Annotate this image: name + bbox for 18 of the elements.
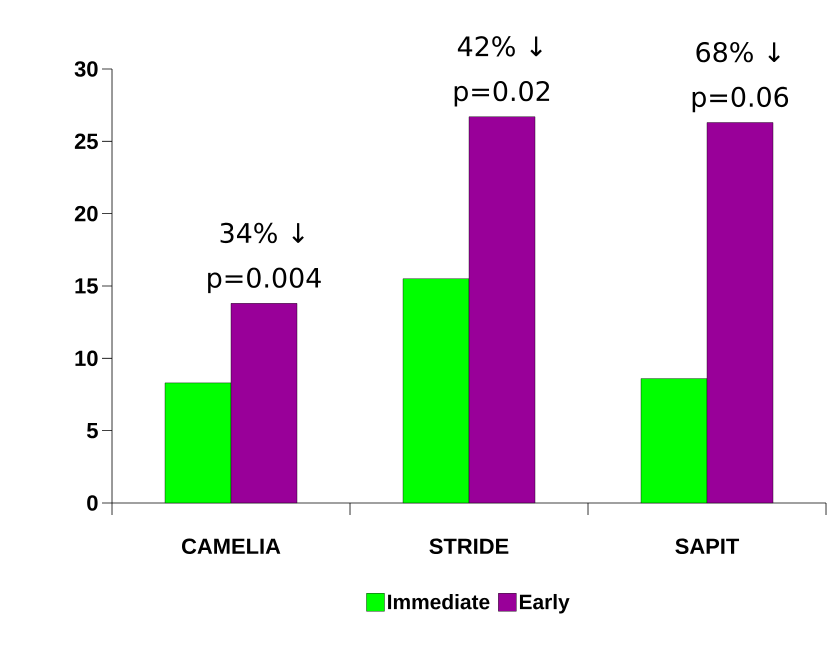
y-tick-label: 25 [74, 134, 98, 150]
legend-label: Early [520, 594, 570, 614]
y-tick-label: 30 [74, 61, 98, 77]
y-tick-label: 20 [74, 206, 98, 222]
annotation: p=0.02 [454, 80, 550, 107]
y-tick-label: 10 [75, 350, 98, 366]
x-tick-label: CAMELIA [182, 538, 280, 554]
x-tick-label: STRIDE [429, 538, 508, 554]
y-tick-label: 0 [87, 495, 98, 511]
y-tick-label: 5 [86, 423, 98, 438]
annotation: 42% ↓ [458, 36, 542, 57]
annotation: p=0.004 [208, 268, 321, 294]
annotation: 68% ↓ [696, 42, 780, 62]
x-tick-label: SAPIT [675, 538, 740, 554]
y-tick-label: 15 [75, 278, 98, 294]
annotation: 34% ↓ [220, 222, 304, 244]
annotation: p=0.06 [692, 86, 788, 112]
legend-label: Immediate [388, 594, 490, 610]
